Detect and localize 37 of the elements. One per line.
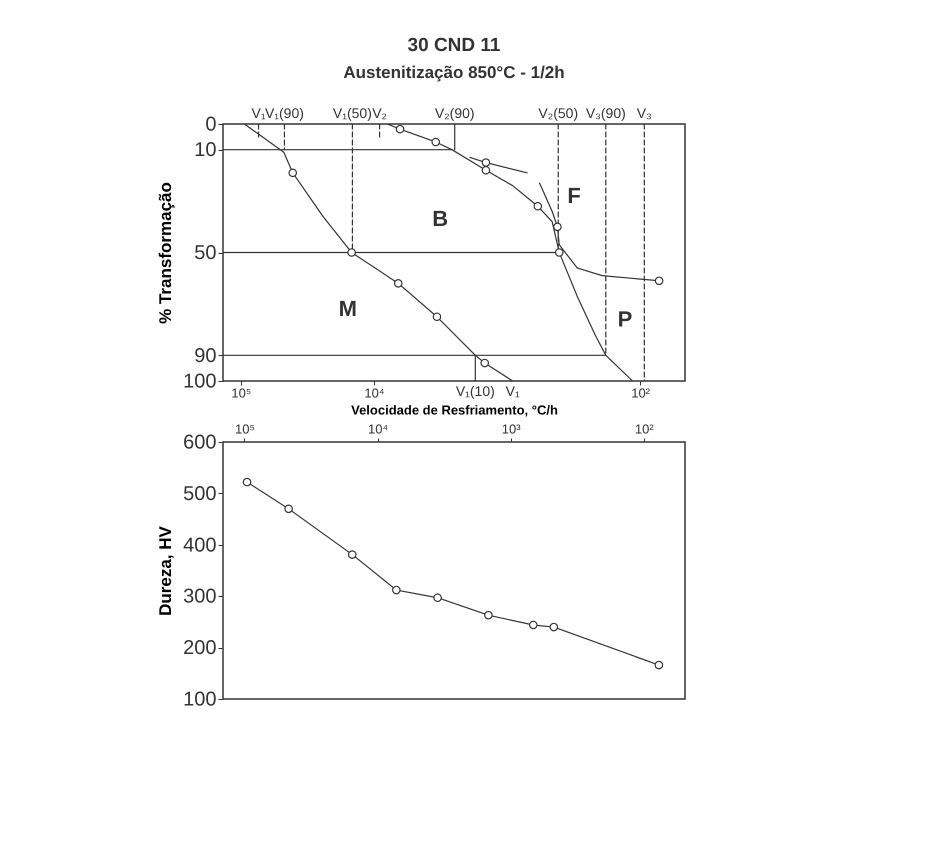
chart-title: 30 CND 11 xyxy=(408,35,501,56)
y-tick-label: 400 xyxy=(183,534,216,556)
annotation: B xyxy=(432,206,448,232)
x-tick-label: 10⁴ xyxy=(364,386,384,400)
x-tick-label: 10² xyxy=(634,422,654,436)
annotation: V₃(90) xyxy=(586,105,626,121)
y-axis-title: Dureza, HV xyxy=(156,525,176,616)
annotation: V₂(90) xyxy=(434,105,475,121)
y-tick-label: 500 xyxy=(183,482,216,505)
annotation: F xyxy=(567,182,581,208)
annotation: V₂(50) xyxy=(538,105,578,121)
y-tick-label: 50 xyxy=(194,242,216,264)
y-tick-label: 200 xyxy=(183,637,216,660)
y-tick-label: 300 xyxy=(183,586,216,608)
chart-subtitle: Austenitização 850°C - 1/2h xyxy=(343,63,565,82)
annotation: V₁(50) xyxy=(332,105,372,121)
x-axis-title: Velocidade de Resfriamento, °C/h xyxy=(351,402,558,418)
y-tick-label: 10 xyxy=(194,139,216,162)
annotation: V₂ xyxy=(372,105,387,121)
y-axis-title: % Transformação xyxy=(156,182,176,324)
annotation: V₃ xyxy=(636,105,652,121)
x-tick-label: 10³ xyxy=(502,422,522,436)
annotation: V₁(10) xyxy=(456,383,495,399)
annotation: P xyxy=(618,306,632,332)
annotation: V₁ xyxy=(506,383,520,399)
x-tick-label: 10² xyxy=(631,386,651,400)
annotation: V₁ xyxy=(252,105,266,121)
y-tick-label: 90 xyxy=(194,344,216,367)
y-tick-label: 600 xyxy=(183,432,216,454)
x-tick-label: 10⁵ xyxy=(235,422,255,436)
y-tick-label: 100 xyxy=(183,370,216,392)
annotation: V₁(90) xyxy=(264,105,304,121)
annotation: M xyxy=(338,296,357,322)
x-tick-label: 10⁵ xyxy=(231,386,252,400)
y-tick-label: 0 xyxy=(205,114,216,136)
x-tick-label: 10⁴ xyxy=(368,422,388,436)
y-tick-label: 100 xyxy=(183,688,216,710)
